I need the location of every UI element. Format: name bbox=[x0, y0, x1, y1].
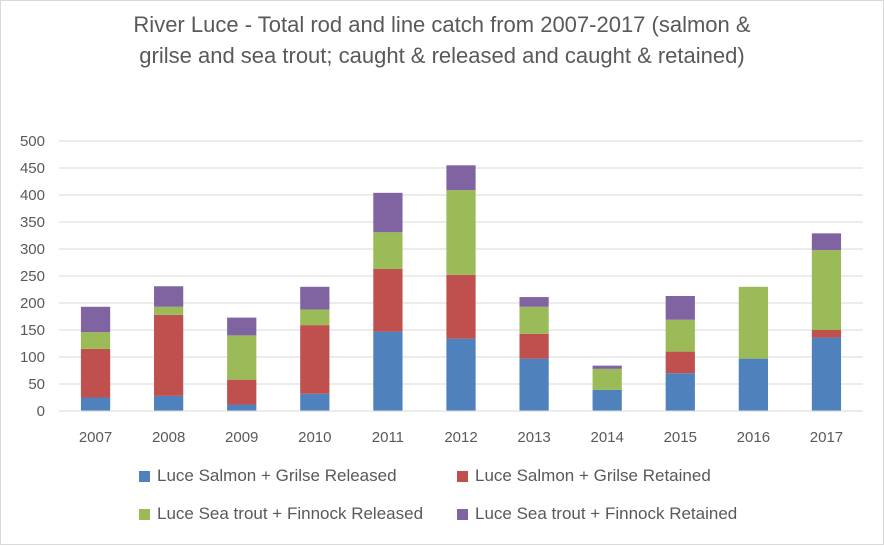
bar-2007-series-1 bbox=[80, 348, 111, 398]
legend-label: Luce Sea trout + Finnock Retained bbox=[475, 504, 738, 523]
bar-2011-series-2 bbox=[373, 232, 403, 269]
bar-2016-series-0 bbox=[738, 358, 768, 411]
legend-label: Luce Sea trout + Finnock Released bbox=[157, 504, 424, 523]
x-tick-label: 2010 bbox=[298, 429, 331, 446]
bar-2012-series-1 bbox=[446, 274, 476, 339]
legend-swatch bbox=[139, 508, 150, 520]
bar-2013-series-1 bbox=[519, 333, 549, 359]
y-tick-label: 400 bbox=[20, 187, 45, 204]
bar-2008-series-1 bbox=[154, 314, 184, 396]
bar-2016-series-2 bbox=[738, 286, 768, 359]
bar-2015-series-2 bbox=[665, 319, 695, 352]
bar-2010-series-1 bbox=[300, 325, 330, 394]
bar-2008-series-0 bbox=[154, 395, 184, 411]
bar-2011-series-1 bbox=[373, 268, 403, 332]
x-tick-label: 2016 bbox=[737, 429, 770, 446]
bar-2010-series-2 bbox=[300, 309, 330, 326]
bar-2014-series-2 bbox=[592, 368, 622, 390]
bar-2007-series-3 bbox=[80, 306, 111, 333]
bar-2007-series-2 bbox=[80, 332, 111, 349]
bar-2010-series-0 bbox=[300, 393, 330, 411]
x-tick-label: 2014 bbox=[590, 429, 623, 446]
x-tick-label: 2017 bbox=[810, 429, 843, 446]
legend-swatch bbox=[457, 508, 468, 520]
bar-2013-series-0 bbox=[519, 358, 549, 411]
bar-2015-series-3 bbox=[665, 295, 695, 320]
bar-2015-series-1 bbox=[665, 351, 695, 374]
y-tick-label: 0 bbox=[37, 403, 45, 420]
bar-2012-series-3 bbox=[446, 165, 476, 191]
bar-2014-series-3 bbox=[592, 365, 622, 369]
bar-2013-series-2 bbox=[519, 306, 549, 334]
x-tick-label: 2011 bbox=[372, 429, 404, 446]
legend-label: Luce Salmon + Grilse Retained bbox=[475, 466, 711, 485]
bar-2009-series-3 bbox=[227, 317, 257, 336]
bar-2012-series-2 bbox=[446, 190, 476, 275]
y-tick-label: 100 bbox=[20, 349, 45, 366]
bar-2011-series-0 bbox=[373, 331, 403, 411]
bar-2017-series-2 bbox=[811, 250, 842, 330]
legend-item: Luce Sea trout + Finnock Retained bbox=[457, 503, 779, 525]
y-tick-label: 200 bbox=[20, 295, 45, 312]
axes: 0 50 100 150 200 250 300 350 400 450 500 2007 2008 20… bbox=[20, 133, 863, 446]
legend-item: Luce Sea trout + Finnock Released bbox=[139, 503, 457, 525]
legend-swatch bbox=[139, 470, 150, 482]
bar-2012-series-0 bbox=[446, 338, 476, 411]
x-tick-label: 2015 bbox=[664, 429, 697, 446]
bar-2011-series-3 bbox=[373, 192, 403, 233]
bars bbox=[80, 165, 842, 411]
x-tick-label: 2008 bbox=[152, 429, 185, 446]
y-tick-label: 500 bbox=[20, 133, 45, 150]
legend: Luce Salmon + Grilse Released Luce Salmon… bbox=[139, 465, 779, 525]
legend-item: Luce Salmon + Grilse Released bbox=[139, 465, 457, 487]
bar-2017-series-3 bbox=[811, 233, 842, 251]
bar-2009-series-2 bbox=[227, 335, 257, 380]
y-tick-label: 150 bbox=[20, 322, 45, 339]
bar-2015-series-0 bbox=[665, 373, 695, 411]
bar-2008-series-3 bbox=[154, 286, 184, 307]
x-tick-label: 2007 bbox=[79, 429, 112, 446]
bar-2014-series-0 bbox=[592, 389, 622, 411]
bar-2009-series-0 bbox=[227, 404, 257, 411]
x-tick-label: 2012 bbox=[444, 429, 477, 446]
y-tick-label: 300 bbox=[20, 241, 45, 258]
bar-2013-series-3 bbox=[519, 297, 549, 307]
bar-2007-series-0 bbox=[80, 397, 111, 411]
bar-2008-series-2 bbox=[154, 306, 184, 315]
bar-2017-series-1 bbox=[811, 330, 842, 338]
x-tick-label: 2009 bbox=[225, 429, 258, 446]
y-tick-label: 350 bbox=[20, 214, 45, 231]
legend-label: Luce Salmon + Grilse Released bbox=[157, 466, 397, 485]
y-tick-label: 450 bbox=[20, 160, 45, 177]
legend-item: Luce Salmon + Grilse Retained bbox=[457, 465, 779, 487]
bar-2010-series-3 bbox=[300, 286, 330, 310]
chart-title: River Luce - Total rod and line catch fr… bbox=[133, 12, 751, 68]
y-tick-label: 50 bbox=[28, 376, 45, 393]
legend-swatch bbox=[457, 470, 468, 482]
bar-2017-series-0 bbox=[811, 337, 842, 411]
x-tick-label: 2013 bbox=[517, 429, 550, 446]
y-tick-label: 250 bbox=[20, 268, 45, 285]
bar-2009-series-1 bbox=[227, 379, 257, 405]
